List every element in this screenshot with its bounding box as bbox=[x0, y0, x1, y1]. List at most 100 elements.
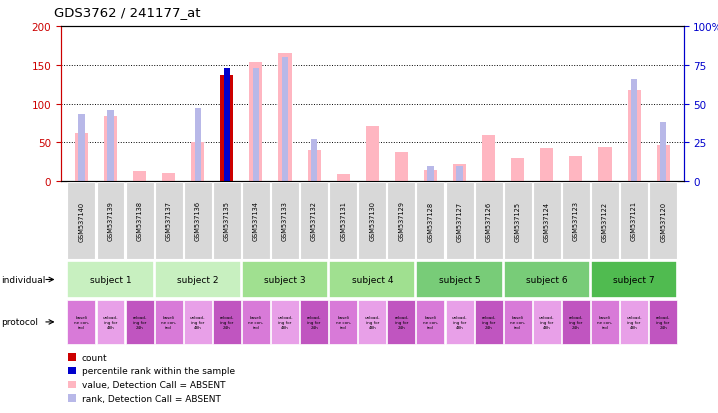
Bar bbox=[75, 134, 88, 182]
Text: protocol: protocol bbox=[1, 318, 38, 327]
Bar bbox=[307, 151, 321, 182]
Text: reload-
ing for
24h: reload- ing for 24h bbox=[394, 316, 409, 329]
Bar bbox=[533, 183, 561, 259]
Bar bbox=[78, 115, 85, 182]
Bar bbox=[279, 54, 292, 182]
Bar bbox=[504, 300, 532, 344]
Bar bbox=[67, 183, 95, 259]
Text: baseli
ne con-
trol: baseli ne con- trol bbox=[74, 316, 89, 329]
Bar bbox=[249, 62, 263, 182]
Bar bbox=[540, 148, 554, 182]
Text: GSM537130: GSM537130 bbox=[369, 201, 376, 241]
Bar bbox=[126, 300, 154, 344]
Text: GSM537121: GSM537121 bbox=[631, 201, 637, 241]
Text: GDS3762 / 241177_at: GDS3762 / 241177_at bbox=[54, 6, 200, 19]
Text: baseli
ne con-
trol: baseli ne con- trol bbox=[335, 316, 351, 329]
Bar bbox=[453, 165, 466, 182]
Bar bbox=[68, 394, 76, 402]
Text: percentile rank within the sample: percentile rank within the sample bbox=[82, 366, 235, 375]
Text: subject 6: subject 6 bbox=[526, 275, 568, 284]
Bar bbox=[213, 183, 241, 259]
Text: subject 7: subject 7 bbox=[613, 275, 655, 284]
Text: reload-
ing for
24h: reload- ing for 24h bbox=[569, 316, 583, 329]
Bar bbox=[271, 300, 299, 344]
Bar bbox=[395, 152, 408, 182]
Bar bbox=[133, 172, 146, 182]
Text: unload-
ing for
48h: unload- ing for 48h bbox=[103, 316, 118, 329]
Bar bbox=[620, 300, 648, 344]
Bar bbox=[242, 300, 270, 344]
Text: unload-
ing for
48h: unload- ing for 48h bbox=[190, 316, 205, 329]
Bar bbox=[427, 166, 434, 182]
Bar bbox=[504, 262, 590, 298]
Bar bbox=[631, 79, 638, 182]
Text: baseli
ne con-
trol: baseli ne con- trol bbox=[423, 316, 438, 329]
Bar bbox=[68, 381, 76, 388]
Text: GSM537125: GSM537125 bbox=[515, 201, 521, 241]
Bar bbox=[475, 300, 503, 344]
Bar bbox=[253, 69, 259, 182]
Bar bbox=[126, 183, 154, 259]
Bar bbox=[271, 183, 299, 259]
Bar bbox=[388, 183, 415, 259]
Bar bbox=[416, 300, 444, 344]
Bar bbox=[482, 135, 495, 182]
Text: GSM537137: GSM537137 bbox=[166, 201, 172, 241]
Text: GSM537120: GSM537120 bbox=[660, 201, 666, 241]
Bar bbox=[620, 183, 648, 259]
Text: GSM537126: GSM537126 bbox=[485, 201, 492, 241]
Text: individual: individual bbox=[1, 275, 45, 284]
Bar bbox=[300, 300, 328, 344]
Text: count: count bbox=[82, 353, 108, 362]
Text: GSM537129: GSM537129 bbox=[398, 201, 404, 241]
Text: rank, Detection Call = ABSENT: rank, Detection Call = ABSENT bbox=[82, 394, 220, 403]
Bar bbox=[107, 110, 113, 182]
Bar bbox=[358, 183, 386, 259]
Text: reload-
ing for
24h: reload- ing for 24h bbox=[482, 316, 496, 329]
Bar bbox=[591, 183, 619, 259]
Bar bbox=[416, 262, 503, 298]
Bar bbox=[67, 262, 154, 298]
Bar bbox=[330, 183, 357, 259]
Text: baseli
ne con-
trol: baseli ne con- trol bbox=[597, 316, 612, 329]
Text: baseli
ne con-
trol: baseli ne con- trol bbox=[161, 316, 177, 329]
Text: unload-
ing for
48h: unload- ing for 48h bbox=[539, 316, 554, 329]
Bar bbox=[660, 123, 666, 182]
Text: reload-
ing for
24h: reload- ing for 24h bbox=[132, 316, 146, 329]
Bar bbox=[657, 145, 670, 182]
Bar bbox=[184, 183, 212, 259]
Text: GSM537122: GSM537122 bbox=[602, 201, 608, 241]
Bar bbox=[191, 143, 205, 182]
Text: GSM537140: GSM537140 bbox=[78, 201, 85, 241]
Bar bbox=[223, 69, 230, 182]
Bar bbox=[457, 166, 462, 182]
Text: subject 2: subject 2 bbox=[177, 275, 218, 284]
Text: GSM537139: GSM537139 bbox=[108, 201, 113, 241]
Bar bbox=[242, 183, 270, 259]
Bar bbox=[649, 300, 677, 344]
Bar bbox=[154, 300, 182, 344]
Text: subject 5: subject 5 bbox=[439, 275, 480, 284]
Bar bbox=[242, 262, 328, 298]
Text: reload-
ing for
24h: reload- ing for 24h bbox=[307, 316, 321, 329]
Text: GSM537124: GSM537124 bbox=[544, 201, 550, 241]
Bar bbox=[104, 116, 117, 182]
Text: unload-
ing for
48h: unload- ing for 48h bbox=[452, 316, 467, 329]
Text: unload-
ing for
48h: unload- ing for 48h bbox=[365, 316, 380, 329]
Bar bbox=[424, 170, 437, 182]
Bar bbox=[184, 300, 212, 344]
Text: GSM537138: GSM537138 bbox=[136, 201, 143, 241]
Bar bbox=[162, 174, 175, 182]
Bar bbox=[220, 76, 233, 182]
Bar bbox=[67, 300, 95, 344]
Bar bbox=[446, 183, 473, 259]
Bar bbox=[649, 183, 677, 259]
Bar bbox=[569, 157, 582, 182]
Text: GSM537135: GSM537135 bbox=[224, 201, 230, 241]
Bar bbox=[330, 300, 357, 344]
Bar bbox=[388, 300, 415, 344]
Bar bbox=[591, 300, 619, 344]
Bar bbox=[300, 183, 328, 259]
Bar bbox=[562, 183, 590, 259]
Bar bbox=[330, 262, 415, 298]
